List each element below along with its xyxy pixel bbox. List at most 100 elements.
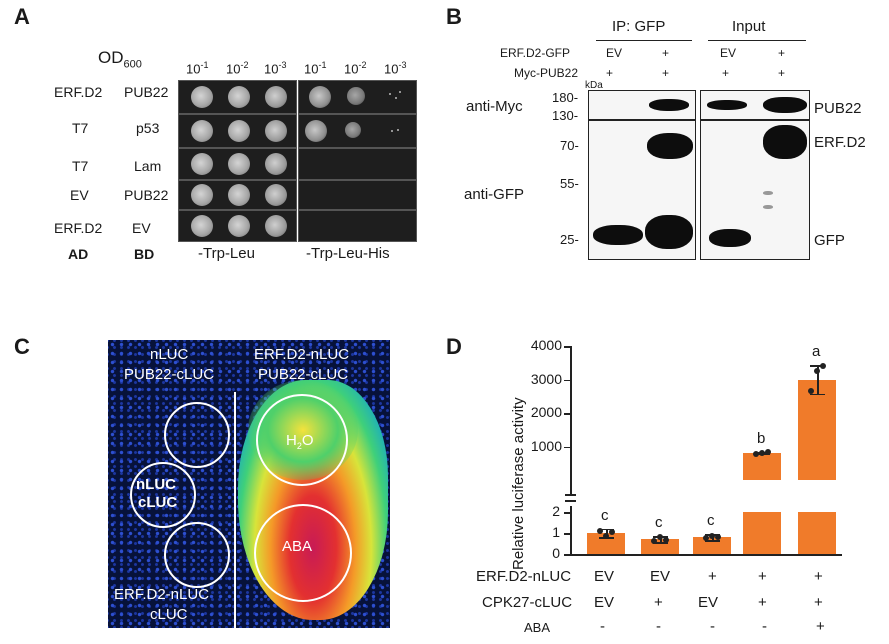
dilution-2: 10-2	[226, 60, 249, 77]
y-tick	[564, 379, 570, 381]
row1-val-2: +	[662, 46, 670, 60]
d-r2-c4: +	[758, 594, 767, 611]
od-label: OD600	[98, 48, 142, 71]
colony-spot	[191, 215, 213, 237]
y-tick-label: 1000	[530, 437, 562, 454]
panel-label-b: B	[446, 4, 462, 29]
significance-label: c	[601, 506, 609, 524]
y-tick	[564, 512, 570, 514]
d-r3-c4: -	[762, 618, 767, 635]
significance-label: c	[655, 514, 663, 532]
plate-left-row4	[178, 180, 297, 210]
region-circle-h2o	[256, 394, 348, 486]
dilution-5: 10-2	[344, 60, 367, 77]
data-point	[663, 537, 669, 544]
data-point	[715, 534, 721, 541]
row-label-myc-pub22: Myc-PUB22	[514, 66, 579, 80]
band	[593, 225, 643, 245]
panel-label-a: A	[14, 4, 30, 29]
region-circle-bottom-left	[164, 522, 230, 588]
data-point	[709, 533, 715, 540]
error-bar	[606, 528, 608, 538]
y-tick	[564, 413, 570, 415]
blot-input-gfp	[700, 120, 810, 260]
row1-ad: ERF.D2	[54, 84, 103, 100]
row2-val-3: +	[722, 66, 730, 80]
plate-right-row5	[298, 210, 417, 242]
data-point	[765, 448, 771, 455]
row1-bd: PUB22	[124, 84, 169, 100]
d-r1-c2: EV	[650, 568, 671, 585]
d-r2-c2: +	[654, 594, 663, 611]
row4-ad: EV	[70, 187, 89, 203]
colony-speck	[395, 97, 397, 99]
c-right-top-2: PUB22-cLUC	[258, 366, 349, 383]
media-right-label: -Trp-Leu-His	[306, 245, 390, 262]
c-bottom-2: cLUC	[150, 606, 188, 623]
d-r2-c5: +	[814, 594, 823, 611]
bar-continuation	[798, 512, 836, 554]
data-point	[759, 449, 765, 456]
colony-speck	[399, 91, 401, 93]
colony-spot	[265, 120, 287, 142]
band	[763, 125, 807, 159]
y-tick	[564, 446, 570, 448]
anti-gfp-label: anti-GFP	[464, 186, 525, 203]
colony-spot	[228, 184, 250, 206]
mw-25: 25-	[560, 232, 579, 247]
band	[763, 205, 773, 209]
d-r2-c1: EV	[594, 594, 615, 611]
mw-130: 130-	[552, 108, 579, 123]
row4-bd: PUB22	[124, 187, 169, 203]
data-point	[808, 388, 814, 395]
band	[709, 229, 751, 247]
media-left-label: -Trp-Leu	[198, 245, 255, 262]
d-row-label-aba: ABA	[524, 620, 551, 635]
bd-header: BD	[134, 246, 155, 262]
region-circle-aba	[254, 504, 352, 602]
colony-spot	[191, 184, 213, 206]
y-axis-lower	[570, 506, 572, 554]
band-label-erf: ERF.D2	[814, 134, 866, 151]
bar	[798, 379, 836, 480]
data-point	[753, 450, 759, 457]
colony-spot	[265, 184, 287, 206]
mw-70: 70-	[560, 138, 579, 153]
y-tick-label: 1	[552, 524, 560, 540]
y-tick-label: 2000	[530, 404, 562, 420]
data-point	[651, 538, 657, 545]
significance-label: c	[707, 512, 715, 530]
band	[645, 215, 693, 249]
band	[707, 100, 747, 110]
colony-spot	[265, 215, 287, 237]
bar	[641, 539, 679, 554]
blot-input-myc	[700, 90, 810, 120]
bar	[587, 533, 625, 554]
d-r1-c4: +	[758, 568, 767, 585]
d-r1-c3: +	[708, 568, 717, 585]
row-label-erf-gfp: ERF.D2-GFP	[500, 46, 571, 60]
colony-spot	[265, 153, 287, 175]
panel-label-d: D	[446, 334, 462, 359]
band	[763, 97, 807, 113]
y-tick-label: 4000	[530, 337, 562, 353]
plate-right-row1	[298, 80, 417, 114]
d-row-label-cpk: CPK27-cLUC	[482, 594, 573, 611]
plate-left-row3	[178, 148, 297, 180]
y-tick	[564, 346, 570, 348]
plate-left-row1	[178, 80, 297, 114]
anti-myc-label: anti-Myc	[466, 98, 523, 115]
c-left-top-2: PUB22-cLUC	[124, 366, 215, 383]
c-left-top-1: nLUC	[150, 346, 189, 363]
data-point	[609, 528, 615, 535]
row3-ad: T7	[72, 158, 89, 174]
colony-spot	[191, 153, 213, 175]
y-tick-label: 3000	[530, 370, 562, 387]
y-tick	[564, 533, 570, 535]
band	[647, 133, 693, 159]
c-bottom-1: ERF.D2-nLUC	[114, 586, 210, 603]
axis-break-mark	[565, 500, 576, 502]
plate-left-row2	[178, 114, 297, 148]
data-point	[703, 535, 709, 542]
colony-spot	[228, 153, 250, 175]
